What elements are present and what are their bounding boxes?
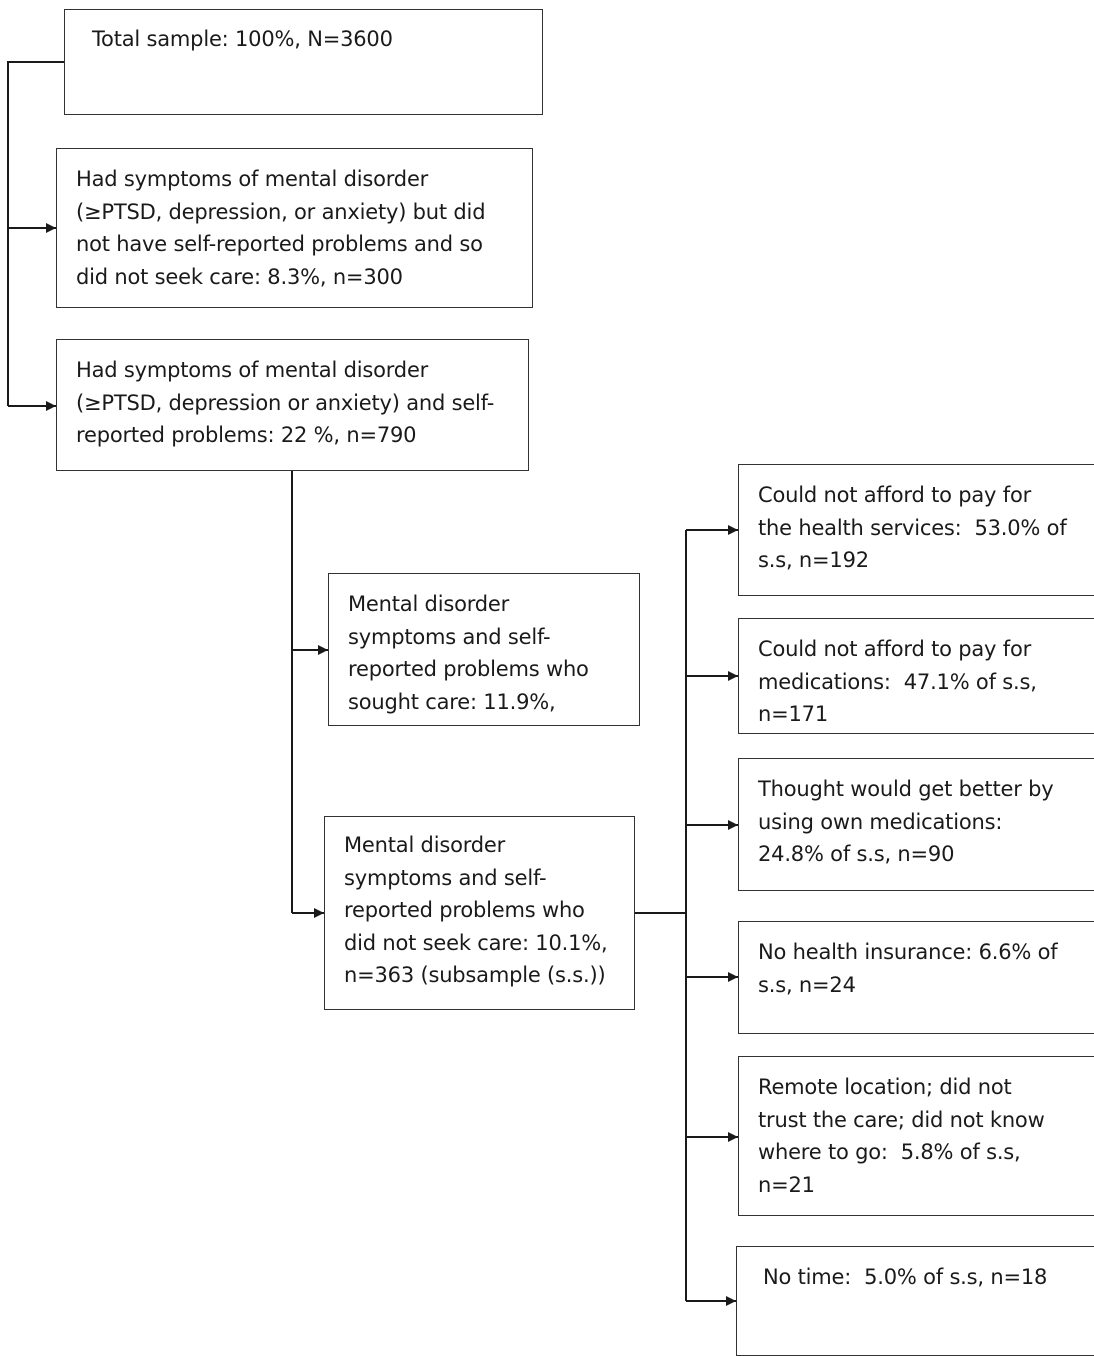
node-text-line: Could not afford to pay for <box>758 637 1032 661</box>
node-text-line: Mental disorder <box>348 592 510 616</box>
node-text-line: reported problems who <box>344 898 585 922</box>
node-text-line: s.s, n=192 <box>758 548 869 572</box>
node-text-line: 24.8% of s.s, n=90 <box>758 842 955 866</box>
node-text-line: did not seek care: 8.3%, n=300 <box>76 264 403 289</box>
node-text-line: the health services: 53.0% of <box>758 515 1067 540</box>
node-text-line: Had symptoms of mental disorder <box>76 167 429 191</box>
node-reason-no-time: No time: 5.0% of s.s, n=18 <box>736 1246 1094 1356</box>
node-symptoms-no-problems: Had symptoms of mental disorder (≥PTSD, … <box>56 148 533 308</box>
node-text-line: n=171 <box>758 702 828 726</box>
node-sought-care: Mental disorder symptoms and self- repor… <box>328 573 640 726</box>
node-text-line: n=21 <box>758 1172 815 1197</box>
node-text-line: Total sample: 100%, N=3600 <box>92 27 393 51</box>
node-text-line: did not seek care: 10.1%, <box>344 930 608 955</box>
node-text-line: not have self-reported problems and so <box>76 232 483 256</box>
node-text-line: medications: 47.1% of s.s, <box>758 669 1037 694</box>
node-text-line: n=363 (subsample (s.s.)) <box>344 963 606 987</box>
node-reason-afford-medications: Could not afford to pay for medications:… <box>738 618 1094 734</box>
node-total-sample: Total sample: 100%, N=3600 <box>64 9 543 115</box>
node-text-line: where to go: 5.8% of s.s, <box>758 1140 1021 1164</box>
node-text-line: symptoms and self- <box>344 865 547 890</box>
node-reason-no-insurance: No health insurance: 6.6% of s.s, n=24 <box>738 921 1094 1034</box>
node-text-line: reported problems: 22 %, n=790 <box>76 423 417 447</box>
node-symptoms-and-problems: Had symptoms of mental disorder (≥PTSD, … <box>56 339 529 471</box>
node-text-line: Could not afford to pay for <box>758 483 1032 507</box>
node-text-line: s.s, n=24 <box>758 972 856 997</box>
node-text-line: Thought would get better by <box>758 777 1054 801</box>
node-text-line: (≥PTSD, depression, or anxiety) but did <box>76 199 486 224</box>
node-text-line: No health insurance: 6.6% of <box>758 940 1058 964</box>
node-text-line: (≥PTSD, depression or anxiety) and self- <box>76 390 495 415</box>
connector-total-trunk <box>7 61 64 406</box>
node-text-line: sought care: 11.9%, <box>348 689 556 714</box>
node-reason-afford-services: Could not afford to pay for the health s… <box>738 464 1094 596</box>
node-text-line: Mental disorder <box>344 833 506 857</box>
node-reason-own-medications: Thought would get better by using own me… <box>738 758 1094 891</box>
node-text-line: trust the care; did not know <box>758 1107 1045 1132</box>
node-text-line: Remote location; did not <box>758 1075 1012 1099</box>
node-text-line: No time: 5.0% of s.s, n=18 <box>763 1265 1048 1289</box>
node-text-line: Had symptoms of mental disorder <box>76 358 429 382</box>
node-text-line: reported problems who <box>348 657 589 681</box>
node-text-line: using own medications: <box>758 809 1003 834</box>
node-reason-remote-trust: Remote location; did not trust the care;… <box>738 1056 1094 1216</box>
node-did-not-seek-care: Mental disorder symptoms and self- repor… <box>324 816 635 1010</box>
node-text-line: symptoms and self- <box>348 624 551 649</box>
